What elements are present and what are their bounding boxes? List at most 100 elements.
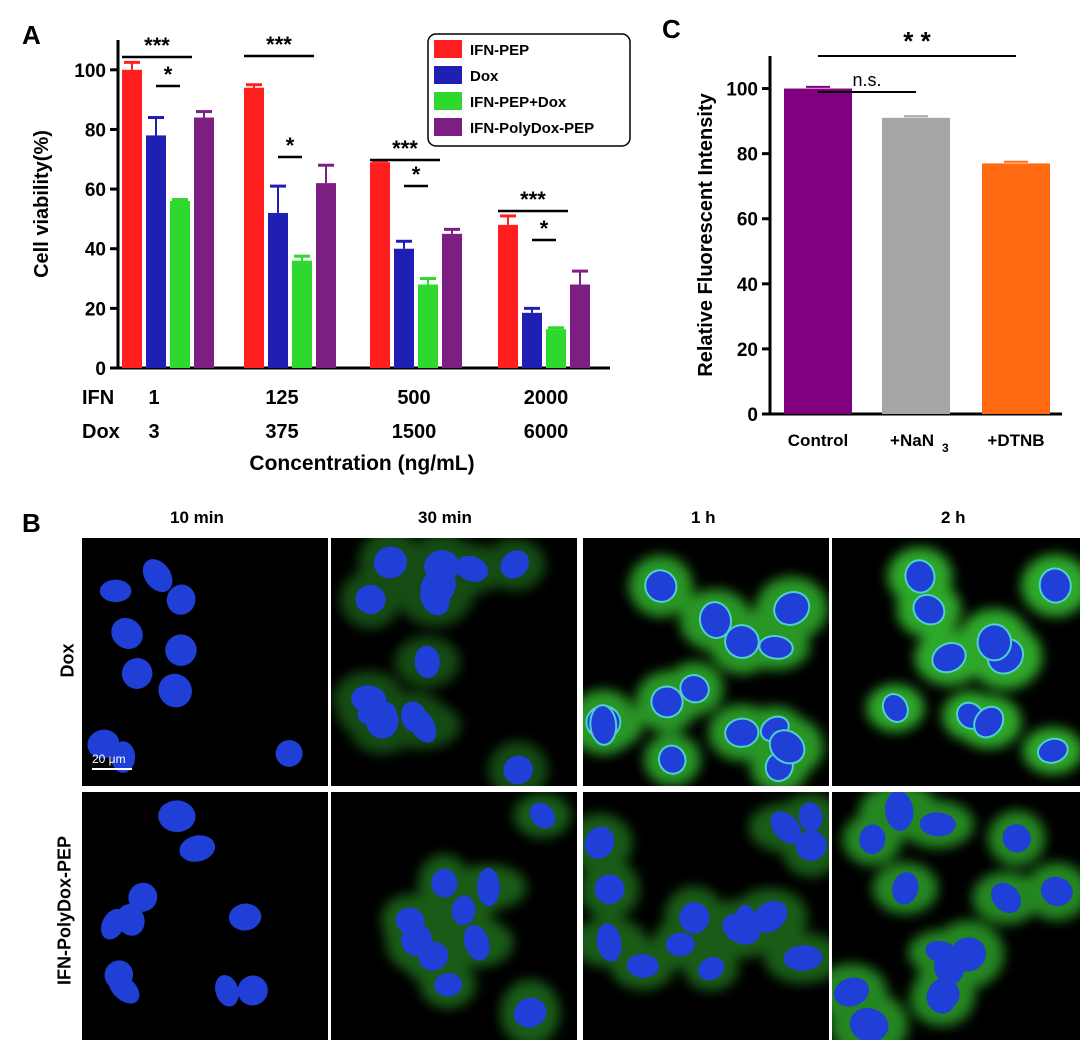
bar-0-2 xyxy=(370,162,390,368)
micrograph-image xyxy=(333,538,548,786)
ifn-tick-label-1: 125 xyxy=(265,387,298,409)
legend-label-0: IFN-PEP xyxy=(470,42,529,59)
nucleus-5 xyxy=(121,658,153,689)
bar-1-3 xyxy=(522,312,542,368)
nucleus-13 xyxy=(500,550,530,579)
nucleus-9 xyxy=(722,913,761,945)
y-tick-label-0: 0 xyxy=(95,359,106,380)
micrograph-0-1 xyxy=(331,538,577,786)
sig-label-1: * xyxy=(164,62,173,87)
bar-1-1 xyxy=(268,212,288,368)
nucleus-8 xyxy=(401,923,433,957)
y-tick-label-1: 20 xyxy=(85,299,106,320)
nucleus-6 xyxy=(1038,567,1072,604)
x-tick-label-sub-1: 3 xyxy=(942,441,949,455)
bar-0 xyxy=(784,88,852,414)
nucleus-12 xyxy=(626,953,659,978)
nucleus-1 xyxy=(795,830,827,861)
nucleus-4 xyxy=(770,811,802,844)
legend-label-3: IFN-PolyDox-PEP xyxy=(470,120,594,137)
micrograph-image xyxy=(101,800,268,1007)
nucleus-7 xyxy=(179,835,216,862)
nucleus-12 xyxy=(503,755,533,785)
nucleus-2 xyxy=(644,569,678,603)
nucleus-8 xyxy=(355,584,386,614)
sig-label-2: *** xyxy=(266,32,292,57)
nucleus-3 xyxy=(859,824,886,855)
micro-col-title-3: 2 h xyxy=(941,508,966,527)
ifn-tick-label-0: 1 xyxy=(148,387,159,409)
sig-label-0: *** xyxy=(144,33,170,58)
micrograph-0-2 xyxy=(583,538,829,786)
y-tick-label-3: 60 xyxy=(737,210,758,231)
nucleus-2 xyxy=(373,546,408,579)
bar-2-2 xyxy=(418,284,438,368)
nucleus-10 xyxy=(833,977,870,1007)
x-tick-label-0: Control xyxy=(788,431,848,450)
micrograph-0-0: 20 μm xyxy=(82,538,328,786)
panel-label-a: A xyxy=(22,20,41,50)
micrograph-1-3 xyxy=(832,792,1080,1040)
bar-0-0 xyxy=(122,69,142,369)
bar-2-3 xyxy=(546,329,566,368)
micrograph-image xyxy=(583,793,829,991)
sig-label-7: * xyxy=(540,216,549,241)
nucleus-1 xyxy=(111,617,143,650)
sig-label-6: *** xyxy=(520,187,546,212)
nucleus-6 xyxy=(783,945,823,971)
nucleus-8 xyxy=(1002,824,1031,853)
nucleus-11 xyxy=(400,701,427,733)
dox-tick-label-1: 375 xyxy=(265,421,298,443)
nucleus-13 xyxy=(584,826,615,859)
nucleus-7 xyxy=(431,868,458,898)
nucleus-6 xyxy=(477,867,500,907)
y-tick-label-4: 80 xyxy=(737,145,758,166)
micrograph-0-3 xyxy=(832,538,1080,786)
nucleus-4 xyxy=(434,973,463,997)
nucleus-0 xyxy=(679,674,710,704)
micrograph-image xyxy=(583,555,828,786)
nucleus-9 xyxy=(919,812,956,837)
nucleus-2 xyxy=(912,593,946,626)
legend: IFN-PEP Dox IFN-PEP+Dox IFN-PolyDox-PEP xyxy=(427,33,631,147)
y-axis-label: Relative Fluorescent Intensity xyxy=(695,92,717,376)
nucleus-12 xyxy=(991,882,1022,914)
nucleus-10 xyxy=(724,624,760,659)
nucleus-10 xyxy=(752,900,788,933)
nucleus-1 xyxy=(451,895,476,926)
nucleus-7 xyxy=(679,902,710,934)
nucleus-9 xyxy=(529,802,556,829)
legend-swatch-3 xyxy=(434,118,462,136)
nucleus-9 xyxy=(357,700,397,726)
cell-viability-bar-chart: 0 20 40 60 80 100 Cell viability(%) IFN Dox 1 3 125… xyxy=(31,32,631,475)
dox-tick-label-0: 3 xyxy=(148,421,159,443)
legend-box xyxy=(427,33,631,147)
bar-0-3 xyxy=(498,224,518,368)
dox-tick-label-3: 6000 xyxy=(524,421,569,443)
x-axis-label: Concentration (ng/mL) xyxy=(249,452,474,475)
nucleus-10 xyxy=(424,549,460,583)
nucleus-2 xyxy=(665,932,695,957)
bar-3-3 xyxy=(570,284,590,368)
nucleus-0 xyxy=(1040,876,1073,907)
nucleus-1 xyxy=(455,555,489,582)
nucleus-7 xyxy=(925,940,959,965)
y-tick-label-2: 40 xyxy=(85,240,106,261)
nucleus-6 xyxy=(885,792,914,831)
nucleus-5 xyxy=(1037,737,1069,764)
legend-swatch-1 xyxy=(434,66,462,84)
bar-2-0 xyxy=(170,201,190,368)
nucleus-11 xyxy=(950,937,986,972)
nucleus-8 xyxy=(165,634,197,666)
nucleus-3 xyxy=(698,601,733,639)
y-tick-label-3: 60 xyxy=(85,180,106,201)
panel-label-b: B xyxy=(22,508,41,538)
y-tick-label-4: 80 xyxy=(85,120,106,141)
scale-bar-line xyxy=(92,768,132,770)
nucleus-4 xyxy=(758,635,794,660)
row-label-dox: Dox xyxy=(82,421,120,443)
sig-label-3: * xyxy=(286,133,295,158)
bar-1-0 xyxy=(146,135,166,368)
sig-label-0: n.s. xyxy=(852,70,881,90)
micrograph-1-2 xyxy=(583,792,829,1040)
